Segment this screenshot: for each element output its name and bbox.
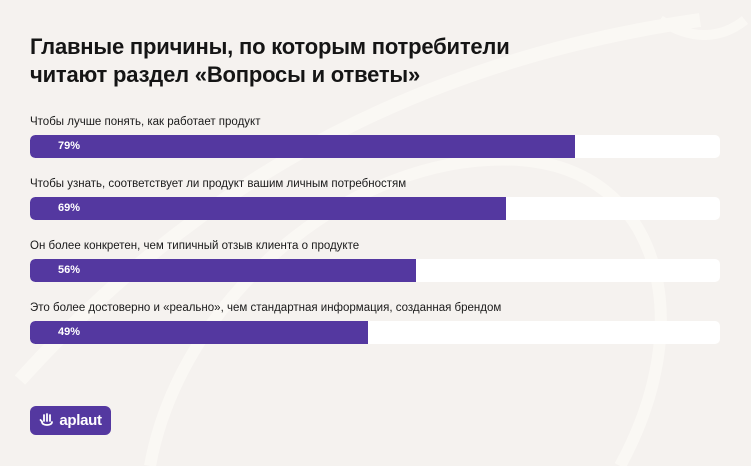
bar-fill <box>30 197 507 220</box>
hand-icon <box>39 412 54 426</box>
bar-value-label: 79% <box>58 140 81 152</box>
bar-value-label: 69% <box>58 202 81 214</box>
bar-track: 56% <box>30 259 720 282</box>
bar-value-label: 56% <box>58 264 81 276</box>
aplaut-logo: aplaut <box>30 406 111 435</box>
bar-label: Чтобы лучше понять, как работает продукт <box>30 116 261 128</box>
bar-track: 69% <box>30 197 720 220</box>
logo-text: aplaut <box>59 412 102 429</box>
chart-title-line-1: Главные причины, по которым потребители <box>30 34 510 59</box>
bar-track: 79% <box>30 135 720 158</box>
chart-title: Главные причины, по которым потребители … <box>30 33 630 89</box>
bar-label: Чтобы узнать, соответствует ли продукт в… <box>30 178 407 190</box>
bar-track: 49% <box>30 321 720 344</box>
bar-row: Чтобы узнать, соответствует ли продукт в… <box>30 177 720 220</box>
bar-fill <box>30 321 369 344</box>
bar-value-label: 49% <box>58 326 81 338</box>
chart-title-line-2: читают раздел «Вопросы и ответы» <box>30 62 421 87</box>
bar-fill <box>30 135 576 158</box>
bar-label: Он более конкретен, чем типичный отзыв к… <box>30 240 360 252</box>
bar-row: Это более достоверно и «реально», чем ст… <box>30 301 720 344</box>
bar-fill <box>30 259 417 282</box>
bar-label: Это более достоверно и «реально», чем ст… <box>30 302 502 314</box>
bar-row: Он более конкретен, чем типичный отзыв к… <box>30 239 720 282</box>
bar-row: Чтобы лучше понять, как работает продукт… <box>30 115 720 158</box>
